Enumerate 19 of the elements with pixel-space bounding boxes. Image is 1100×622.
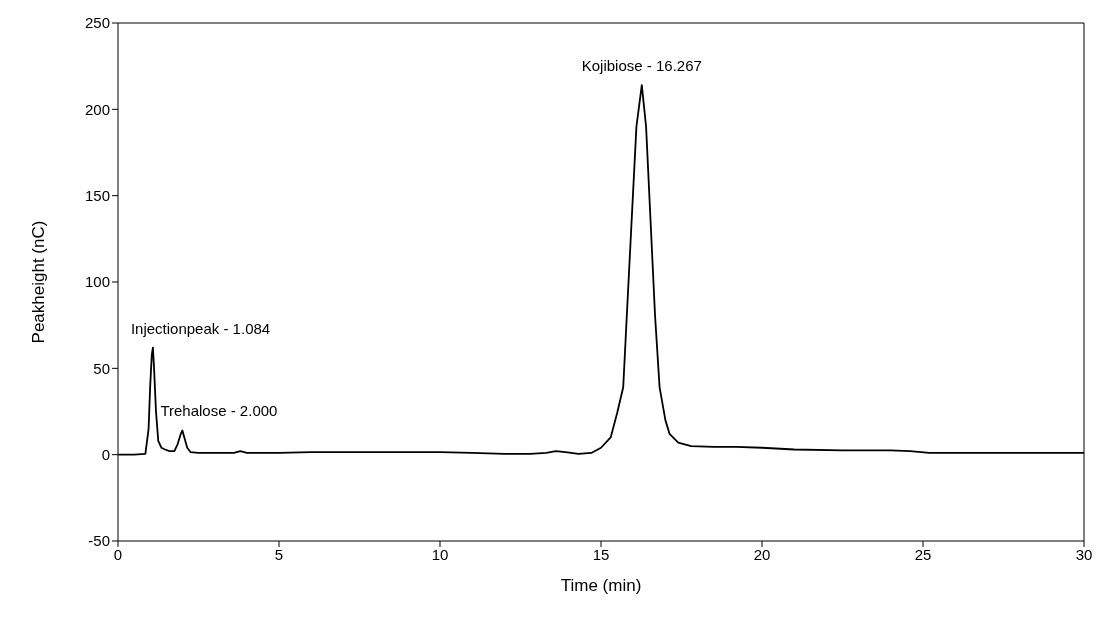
y-axis-title: Peakheight (nC) — [29, 220, 49, 344]
x-tick-label: 20 — [753, 545, 771, 563]
x-tick-label: 25 — [914, 545, 932, 563]
x-axis-title: Time (min) — [560, 576, 642, 595]
x-tick-label: 10 — [431, 545, 449, 563]
x-tick-label: 0 — [113, 545, 123, 563]
y-tick-label: 200 — [84, 100, 110, 118]
x-tick-label: 15 — [592, 545, 610, 563]
y-tick-label: 250 — [84, 14, 110, 32]
annotation: Kojibiose - 16.267 — [581, 57, 702, 75]
y-tick-label: 150 — [84, 186, 110, 204]
y-tick-label: -50 — [88, 532, 110, 550]
x-tick-label: 5 — [274, 545, 284, 563]
annotation: Trehalose - 2.000 — [160, 402, 278, 420]
y-tick-label: 100 — [84, 273, 110, 291]
y-tick-label: 0 — [101, 445, 110, 463]
x-tick-label: 30 — [1075, 545, 1093, 563]
annotation: Injectionpeak - 1.084 — [130, 319, 271, 337]
y-tick-label: 50 — [93, 359, 110, 377]
